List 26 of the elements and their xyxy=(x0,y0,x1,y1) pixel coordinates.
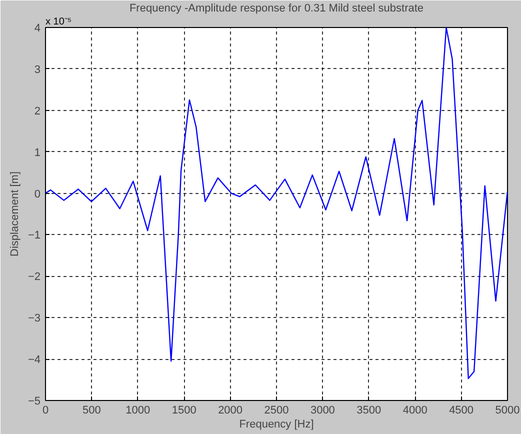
y-tick-label: 0 xyxy=(34,188,41,200)
y-tick-label: −5 xyxy=(28,396,41,408)
x-tick-label: 2500 xyxy=(264,404,289,416)
x-tick-label: 4500 xyxy=(449,404,474,416)
y-tick-label: 4 xyxy=(34,22,41,34)
y-tick-label: 2 xyxy=(34,105,41,118)
y-axis-title: Displacement [m] xyxy=(8,172,21,256)
x-tick-label: 1000 xyxy=(126,404,150,416)
y-tick-label: 3 xyxy=(34,64,41,76)
y-tick-label: −4 xyxy=(28,354,41,366)
x-tick-label: 3500 xyxy=(356,404,382,416)
x-axis-title: Frequency [Hz] xyxy=(239,418,314,430)
x-tick-label: 0 xyxy=(42,404,49,416)
y-tick-label: −2 xyxy=(28,271,41,284)
x-tick-label: 1500 xyxy=(172,404,196,416)
y-tick-label: 1 xyxy=(34,146,41,159)
x-tick-label: 500 xyxy=(82,404,101,416)
line-series xyxy=(46,28,508,380)
x-tick-label: 4000 xyxy=(402,404,428,416)
x-tick-label: 5000 xyxy=(495,404,520,416)
annotation: x 10⁻⁵ xyxy=(46,16,72,28)
chart-title: Frequency -Amplitude response for 0.31 Mild steel substrate xyxy=(129,2,424,14)
y-tick-label: −3 xyxy=(28,312,41,325)
x-tick-label: 3000 xyxy=(310,404,335,416)
x-tick-label: 2000 xyxy=(218,404,243,416)
y-tick-label: −1 xyxy=(28,230,41,242)
